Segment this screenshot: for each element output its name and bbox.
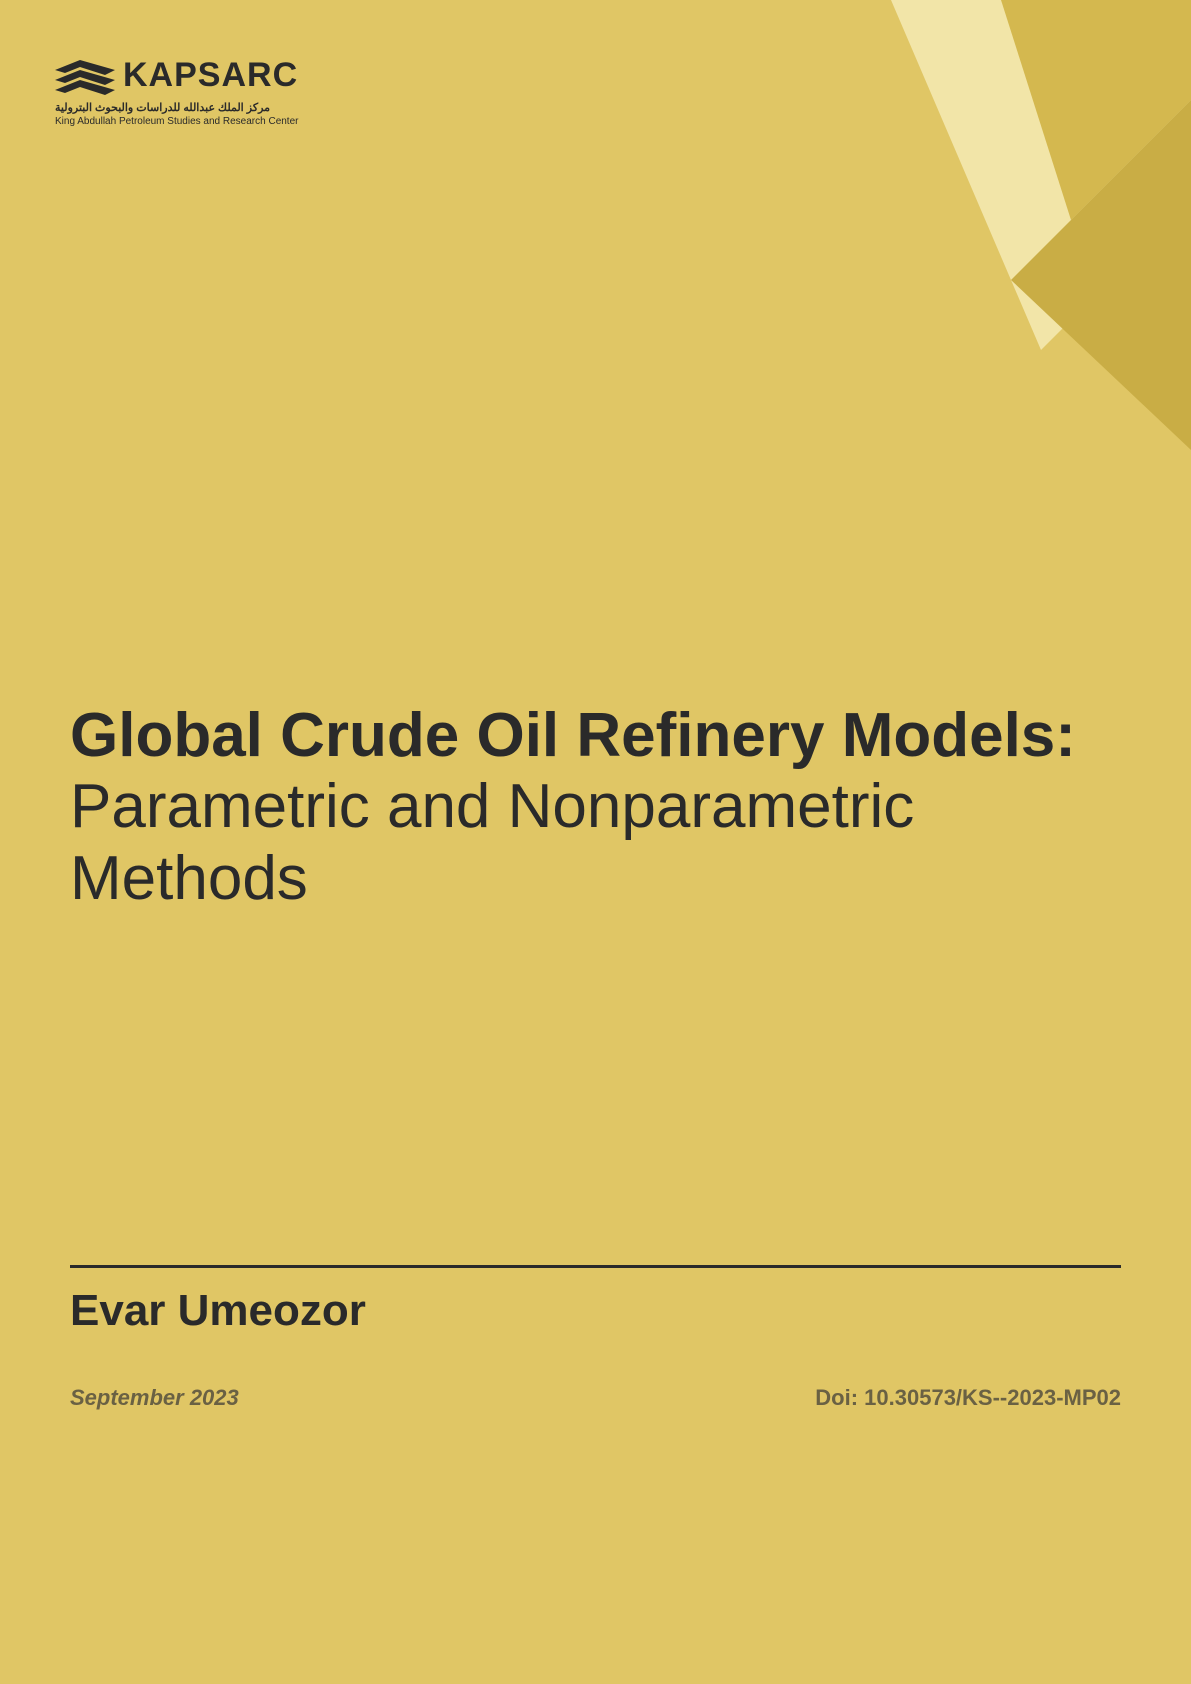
doi-identifier: Doi: 10.30573/KS--2023-MP02	[815, 1385, 1121, 1411]
logo-arabic-subtitle: مركز الملك عبدالله للدراسات والبحوث البت…	[55, 101, 365, 114]
corner-shape-2	[1001, 0, 1191, 220]
logo-icon	[55, 55, 115, 95]
logo-block: KAPSARC مركز الملك عبدالله للدراسات والب…	[55, 55, 365, 127]
logo-name: KAPSARC	[123, 56, 298, 95]
corner-svg	[691, 0, 1191, 500]
author-divider	[70, 1265, 1121, 1268]
author-name: Evar Umeozor	[70, 1286, 1121, 1336]
publication-date: September 2023	[70, 1385, 239, 1411]
author-block: Evar Umeozor	[70, 1265, 1121, 1336]
title-block: Global Crude Oil Refinery Models: Parame…	[70, 700, 1121, 914]
footer-block: September 2023 Doi: 10.30573/KS--2023-MP…	[70, 1385, 1121, 1411]
corner-shape-3	[1011, 100, 1191, 450]
logo-mark: KAPSARC	[55, 55, 365, 95]
decorative-corner-shapes	[691, 0, 1191, 500]
title-light-line: Parametric and Nonparametric Methods	[70, 771, 1121, 914]
corner-shape-1	[891, 0, 1191, 350]
cover-page: KAPSARC مركز الملك عبدالله للدراسات والب…	[0, 0, 1191, 1684]
logo-english-subtitle: King Abdullah Petroleum Studies and Rese…	[55, 116, 365, 127]
title-bold-line: Global Crude Oil Refinery Models:	[70, 700, 1121, 771]
